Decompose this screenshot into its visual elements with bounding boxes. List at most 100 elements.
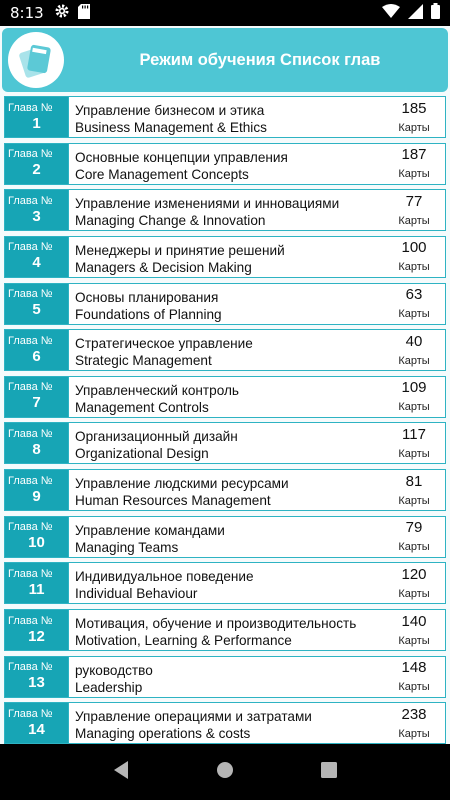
chapter-title-en: Strategic Management: [75, 353, 212, 369]
recents-icon[interactable]: [320, 761, 338, 784]
card-count: 117: [402, 425, 426, 443]
nav-bar: [0, 744, 450, 800]
sd-card-icon: [77, 3, 90, 23]
chapter-row[interactable]: Глава № 5 Основы планирования Foundations o…: [4, 282, 446, 325]
chapter-title-ru: Индивидуальное поведение: [75, 569, 254, 585]
app-screen: Режим обучения Список глав Глава № 1 Управ…: [0, 26, 450, 744]
chapter-number: 14: [28, 720, 45, 738]
chapter-title-en: Managing Change & Innovation: [75, 213, 266, 229]
chapter-titles: Менеджеры и принятие решений Managers & D…: [69, 236, 383, 277]
chapter-title-ru: Менеджеры и принятие решений: [75, 242, 285, 258]
chapter-titles: Управленческий контроль Management Contro…: [69, 376, 383, 417]
status-time: 8:13: [10, 4, 44, 22]
chapter-title-en: Leadership: [75, 679, 143, 695]
chapter-title-ru: Мотивация, обучение и производительность: [75, 616, 357, 632]
chapter-number: 7: [32, 394, 41, 412]
chapter-title-ru: Основы планирования: [75, 289, 219, 305]
chapter-row[interactable]: Глава № 8 Организационный дизайн Organizati…: [4, 422, 446, 465]
page-title: Режим обучения Список глав: [139, 50, 381, 69]
back-icon[interactable]: [112, 760, 130, 785]
chapter-list: Глава № 1 Управление бизнесом и этика Busin…: [4, 96, 446, 744]
chapter-number: 5: [32, 301, 41, 319]
chapter-row[interactable]: Глава № 14 Управление операциями и затрата…: [4, 702, 446, 744]
chapter-title-en: Core Management Concepts: [75, 166, 249, 182]
chapter-title-en: Individual Behaviour: [75, 586, 198, 602]
chapter-label: Глава №: [8, 194, 53, 207]
home-icon[interactable]: [215, 760, 235, 785]
chapter-number: 2: [32, 161, 41, 179]
card-count-unit: Карты: [398, 401, 430, 414]
chapter-title-en: Managing operations & costs: [75, 726, 251, 742]
card-count: 40: [405, 332, 423, 350]
chapter-label: Глава №: [8, 381, 53, 394]
chapter-title-en: Managers & Decision Making: [75, 259, 252, 275]
chapter-number: 1: [32, 114, 41, 132]
chapter-label: Глава №: [8, 427, 53, 440]
chapter-titles: Организационный дизайн Organizational Des…: [69, 423, 383, 464]
chapter-badge: Глава № 7: [5, 376, 69, 417]
chapter-card-count: 117 Карты: [383, 423, 445, 464]
chapter-titles: Основные концепции управления Core Manage…: [69, 143, 383, 184]
card-count-unit: Карты: [398, 261, 430, 274]
chapter-row[interactable]: Глава № 12 Мотивация, обучение и производи…: [4, 609, 446, 652]
card-count-unit: Карты: [398, 541, 430, 554]
chapter-number: 4: [32, 254, 41, 272]
card-count: 185: [401, 99, 427, 117]
chapter-row[interactable]: Глава № 1 Управление бизнесом и этика Busin…: [4, 96, 446, 138]
chapter-label: Глава №: [8, 614, 53, 627]
chapter-title-ru: Стратегическое управление: [75, 336, 253, 352]
chapter-badge: Глава № 13: [5, 656, 69, 697]
card-count: 148: [401, 659, 427, 677]
chapter-label: Глава №: [8, 148, 53, 161]
chapter-badge: Глава № 6: [5, 330, 69, 371]
chapter-label: Глава №: [8, 661, 53, 674]
chapter-badge: Глава № 1: [5, 97, 69, 137]
chapter-title-ru: руководство: [75, 662, 153, 678]
chapter-title-ru: Управление изменениями и инновациями: [75, 196, 340, 212]
chapter-card-count: 77 Карты: [383, 190, 445, 231]
chapter-titles: Управление операциями и затратами Managin…: [69, 703, 383, 744]
chapter-titles: Управление бизнесом и этика Business Mana…: [69, 97, 383, 137]
chapter-title-ru: Управление командами: [75, 522, 225, 538]
chapter-titles: Стратегическое управление Strategic Manag…: [69, 330, 383, 371]
chapter-row[interactable]: Глава № 3 Управление изменениями и инновац…: [4, 189, 446, 232]
chapter-card-count: 187 Карты: [383, 143, 445, 184]
chapter-row[interactable]: Глава № 11 Индивидуальное поведение Individ…: [4, 562, 446, 605]
chapter-title-ru: Организационный дизайн: [75, 429, 238, 445]
chapter-row[interactable]: Глава № 10 Управление командами Managing Te…: [4, 515, 446, 558]
chapter-badge: Глава № 14: [5, 703, 69, 744]
card-count-unit: Карты: [398, 447, 430, 460]
card-count-unit: Карты: [398, 121, 430, 134]
chapter-label: Глава №: [8, 474, 53, 487]
card-count-unit: Карты: [398, 354, 430, 367]
chapter-label: Глава №: [8, 241, 53, 254]
chapter-number: 6: [32, 347, 41, 365]
chapter-row[interactable]: Глава № 6 Стратегическое управление Strateg…: [4, 329, 446, 372]
chapter-number: 11: [28, 580, 45, 598]
app-header: Режим обучения Список глав: [2, 28, 448, 92]
card-count-unit: Карты: [398, 681, 430, 694]
chapter-row[interactable]: Глава № 13 руководство Leadership 148 Карты: [4, 655, 446, 698]
chapter-card-count: 40 Карты: [383, 330, 445, 371]
chapter-card-count: 185 Карты: [383, 97, 445, 137]
chapter-titles: Управление командами Managing Teams: [69, 516, 383, 557]
card-count-unit: Карты: [398, 634, 430, 647]
card-count-unit: Карты: [398, 494, 430, 507]
chapter-card-count: 100 Карты: [383, 236, 445, 277]
chapter-row[interactable]: Глава № 9 Управление людскими ресурсами Hum…: [4, 469, 446, 512]
card-count-unit: Карты: [398, 168, 430, 181]
chapter-titles: Основы планирования Foundations of Planni…: [69, 283, 383, 324]
chapter-row[interactable]: Глава № 2 Основные концепции управления Cor…: [4, 142, 446, 185]
chapter-titles: руководство Leadership: [69, 656, 383, 697]
chapter-row[interactable]: Глава № 7 Управленческий контроль Managemen…: [4, 375, 446, 418]
chapter-title-en: Human Resources Management: [75, 493, 271, 509]
chapter-card-count: 109 Карты: [383, 376, 445, 417]
chapter-badge: Глава № 8: [5, 423, 69, 464]
chapter-row[interactable]: Глава № 4 Менеджеры и принятие решений Mana…: [4, 235, 446, 278]
chapter-card-count: 79 Карты: [383, 516, 445, 557]
chapter-title-en: Organizational Design: [75, 446, 209, 462]
battery-icon: [431, 3, 440, 23]
card-count: 187: [401, 146, 427, 164]
card-count-unit: Карты: [398, 587, 430, 600]
chapter-title-en: Motivation, Learning & Performance: [75, 633, 292, 649]
